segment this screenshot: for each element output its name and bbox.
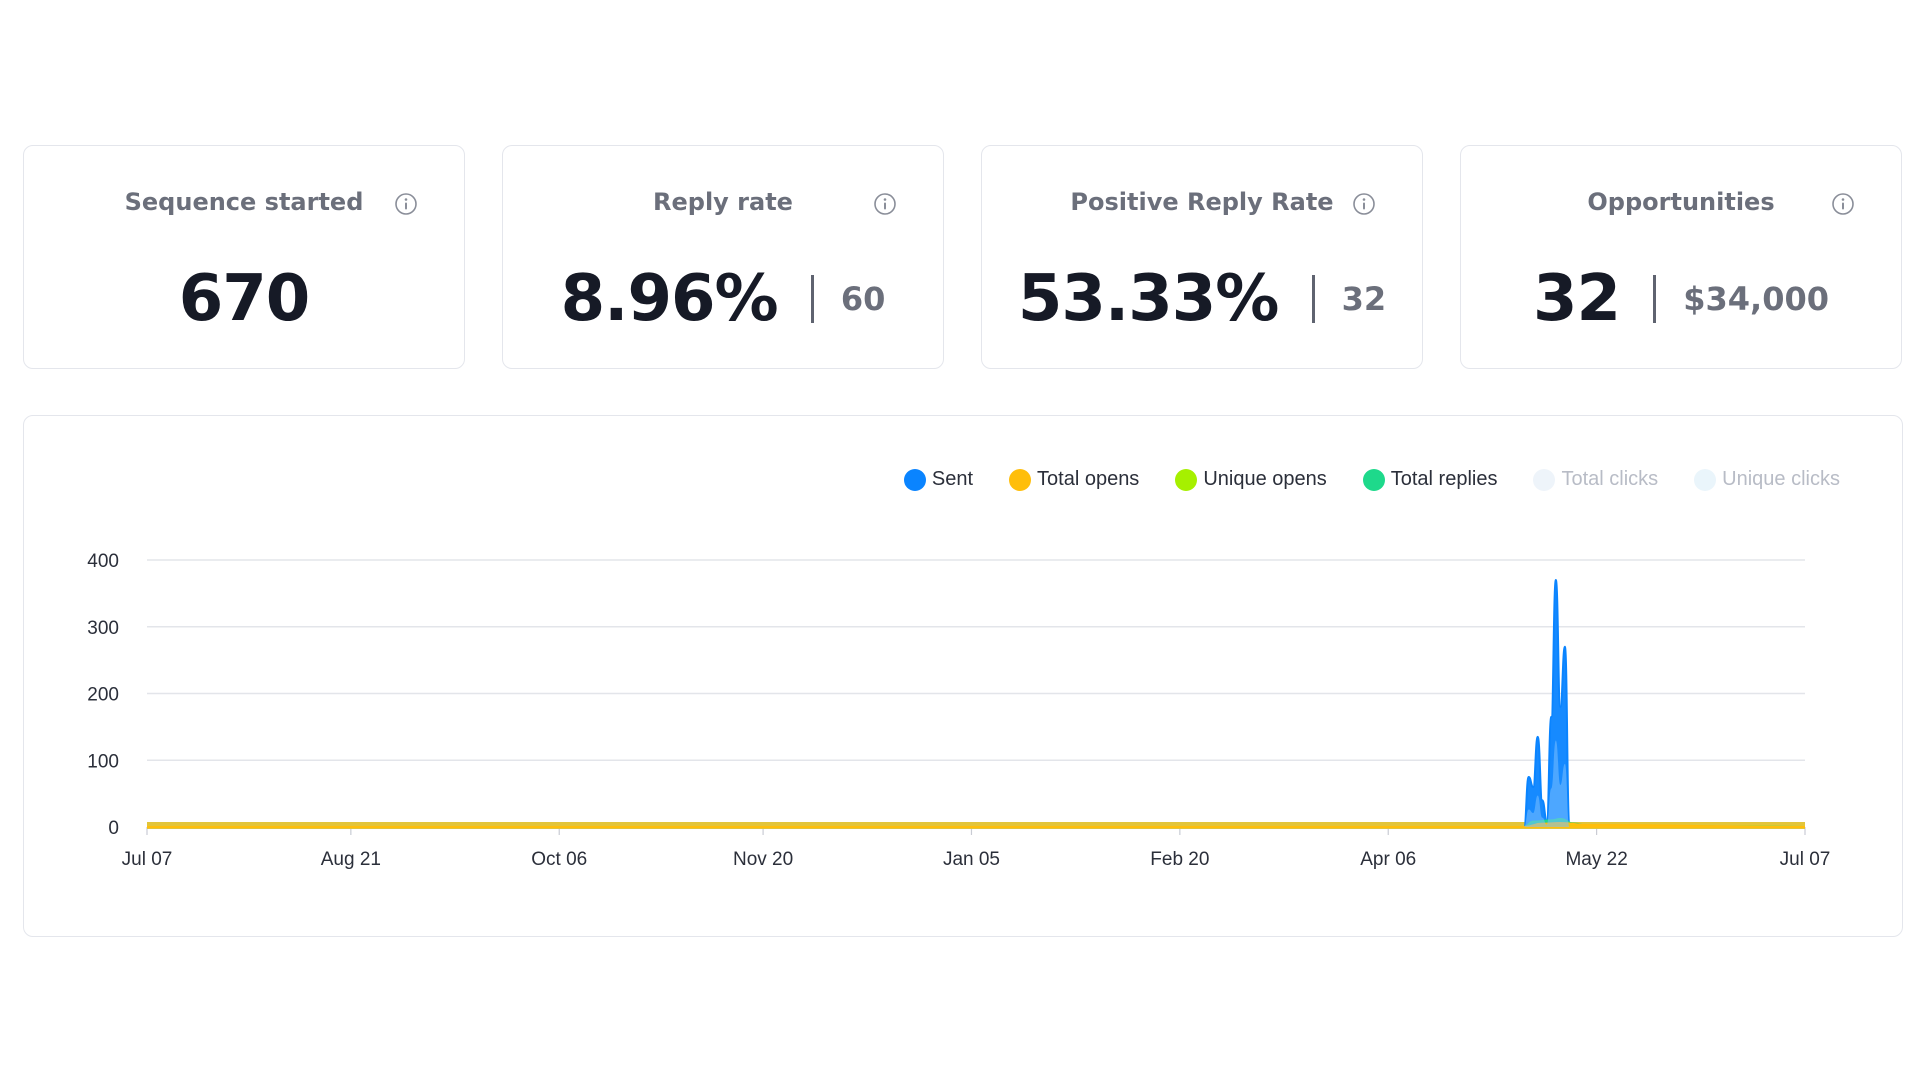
stat-card-positive-reply-rate: Positive Reply Rate 53.33% 32: [981, 145, 1423, 369]
legend-dot-icon: [903, 468, 926, 491]
y-tick-label: 0: [108, 818, 119, 839]
legend-label: Total replies: [1390, 468, 1498, 490]
activity-chart: 0 100 200 300 400 Jul 07 Aug 21 Oct 06 Nov 20 Jan…: [87, 551, 1831, 870]
stat-card-reply-rate: Reply rate 8.96% 60: [502, 145, 944, 369]
legend-item-unique-clicks[interactable]: Unique clicks: [1694, 468, 1840, 491]
legend-label: Total clicks: [1561, 468, 1659, 490]
x-tick-label: Jul 07: [122, 849, 173, 870]
stat-separator: [1311, 275, 1315, 323]
stat-value-row: 8.96% 60: [503, 262, 943, 336]
legend-item-sent[interactable]: Sent: [903, 468, 974, 491]
stats-row: Sequence started 670 Reply rate 8.96% 60…: [23, 145, 1903, 371]
x-tick-label: Apr 06: [1360, 849, 1416, 870]
x-tick-label: Jul 07: [1780, 849, 1831, 870]
legend-dot-icon: [1694, 468, 1717, 491]
legend-label: Sent: [931, 468, 974, 490]
stat-sub-value: $34,000: [1683, 280, 1829, 318]
stat-value: 53.33%: [1017, 262, 1280, 336]
x-tick-label: May 22: [1565, 849, 1627, 870]
info-circle-icon[interactable]: [1831, 192, 1855, 216]
stat-value-row: 670: [24, 262, 464, 336]
legend-item-total-replies[interactable]: Total replies: [1362, 468, 1498, 491]
legend-item-unique-opens[interactable]: Unique opens: [1175, 468, 1327, 491]
x-tick-label: Jan 05: [943, 849, 1000, 870]
sent-area-highlight: [1524, 740, 1570, 827]
x-tick-label: Nov 20: [733, 849, 793, 870]
legend-item-total-opens[interactable]: Total opens: [1009, 468, 1139, 491]
legend-dot-icon: [1175, 468, 1198, 491]
x-tick-label: Oct 06: [531, 849, 587, 870]
legend-dot-icon: [1009, 468, 1032, 491]
stat-value: 8.96%: [560, 262, 779, 336]
stat-label: Opportunities: [1587, 188, 1775, 216]
stat-separator: [810, 275, 814, 323]
legend-item-total-clicks[interactable]: Total clicks: [1533, 468, 1658, 491]
stat-label: Sequence started: [124, 188, 364, 216]
x-tick-label: Feb 20: [1150, 849, 1209, 870]
y-tick-label: 100: [87, 751, 119, 772]
stat-label: Reply rate: [653, 188, 793, 216]
legend-label: Total opens: [1037, 468, 1140, 490]
stat-value: 32: [1533, 262, 1621, 336]
stat-card-opportunities: Opportunities 32 $34,000: [1460, 145, 1902, 369]
stat-separator: [1653, 275, 1657, 323]
stat-sub-value: 32: [1341, 280, 1387, 318]
total-opens-baseline: [147, 822, 1805, 829]
legend-label: Unique clicks: [1722, 468, 1840, 490]
y-tick-label: 300: [87, 618, 119, 639]
stat-value: 670: [178, 262, 311, 336]
info-circle-icon[interactable]: [873, 192, 897, 216]
chart-legend: Sent Total opens Unique opens Total replies…: [868, 468, 1840, 491]
y-tick-label: 400: [87, 551, 119, 572]
chart-card: 0 100 200 300 400 Jul 07 Aug 21 Oct 06 Nov 20 Jan…: [23, 415, 1903, 937]
stat-label: Positive Reply Rate: [1070, 188, 1334, 216]
stat-value-row: 32 $34,000: [1461, 262, 1901, 336]
legend-label: Unique opens: [1203, 468, 1327, 490]
info-circle-icon[interactable]: [394, 192, 418, 216]
legend-dot-icon: [1362, 468, 1385, 491]
legend-dot-icon: [1533, 468, 1556, 491]
y-tick-label: 200: [87, 685, 119, 706]
stat-sub-value: 60: [840, 280, 886, 318]
stat-card-sequence-started: Sequence started 670: [23, 145, 465, 369]
stat-value-row: 53.33% 32: [982, 262, 1422, 336]
info-circle-icon[interactable]: [1352, 192, 1376, 216]
x-tick-label: Aug 21: [321, 849, 381, 870]
